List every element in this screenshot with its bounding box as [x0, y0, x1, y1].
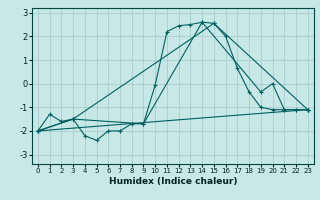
X-axis label: Humidex (Indice chaleur): Humidex (Indice chaleur): [108, 177, 237, 186]
